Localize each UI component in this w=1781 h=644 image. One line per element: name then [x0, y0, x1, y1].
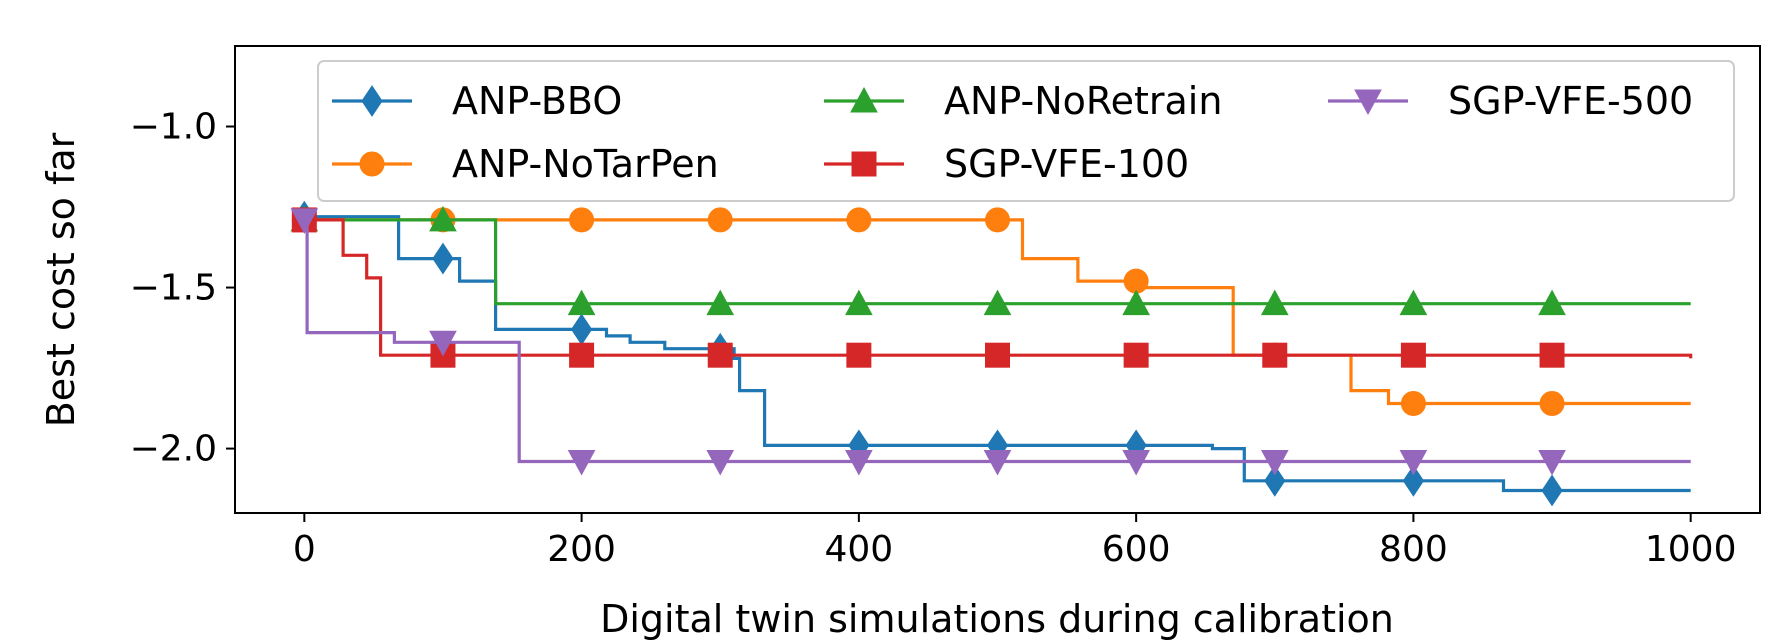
data-point-sgp-vfe-100-500 [985, 342, 1010, 368]
data-point-anp-noretrain-300 [706, 289, 735, 316]
data-point-sgp-vfe-100-200 [569, 342, 595, 368]
data-point-sgp-vfe-100-800 [1400, 342, 1426, 368]
data-point-anp-noretrain-400 [845, 289, 873, 316]
data-point-sgp-vfe-500-400 [845, 449, 873, 476]
data-point-anp-noretrain-900 [1538, 289, 1566, 316]
legend-marker [1354, 89, 1382, 116]
legend-label: SGP-VFE-500 [1448, 79, 1693, 123]
series-sgp-vfe-500 [290, 208, 1691, 476]
x-tick-label: 1000 [1645, 529, 1737, 570]
data-point-sgp-vfe-100-400 [846, 342, 872, 368]
data-point-anp-noretrain-500 [983, 289, 1012, 316]
data-point-sgp-vfe-500-700 [1260, 449, 1289, 476]
legend-item-sgp-vfe-500: SGP-VFE-500 [1328, 79, 1693, 123]
series-line-anp-notarpen [304, 218, 1691, 406]
data-point-sgp-vfe-500-200 [567, 449, 596, 476]
y-tick-label: −2.0 [130, 429, 217, 470]
legend-item-anp-notarpen: ANP-NoTarPen [332, 142, 719, 186]
series-line-sgp-vfe-500 [304, 218, 1691, 464]
data-point-anp-bbo-700 [1264, 464, 1286, 497]
legend-label: ANP-NoRetrain [944, 79, 1222, 123]
data-point-anp-notarpen-300 [707, 207, 733, 233]
series-line-anp-noretrain [304, 218, 1691, 306]
plot-frame [234, 45, 1761, 514]
data-point-anp-notarpen-900 [1539, 390, 1565, 416]
y-axis-label: Best cost so far [39, 132, 83, 427]
series-anp-notarpen [291, 207, 1691, 416]
data-point-sgp-vfe-500-100 [429, 330, 457, 357]
data-point-anp-notarpen-800 [1400, 390, 1426, 416]
data-point-anp-notarpen-600 [1123, 268, 1149, 294]
series-anp-noretrain [290, 205, 1691, 316]
legend-marker [850, 86, 878, 113]
legend-label: SGP-VFE-100 [944, 142, 1189, 186]
series-line-anp-bbo [304, 215, 1691, 493]
data-point-anp-bbo-100 [432, 242, 454, 275]
series-layer [290, 200, 1693, 507]
data-point-anp-noretrain-600 [1122, 289, 1150, 316]
legend-marker [851, 151, 877, 177]
y-axis-ticks: −1.0 −1.5 −2.0 [130, 107, 235, 470]
data-point-anp-noretrain-800 [1399, 289, 1428, 316]
legend-marker [359, 151, 385, 177]
legend-frame [317, 60, 1735, 202]
data-point-anp-noretrain-100 [429, 205, 457, 232]
y-tick-label: −1.0 [130, 107, 217, 148]
x-tick-label: 600 [1102, 529, 1171, 570]
x-axis-ticks: 0 200 400 600 800 1000 [293, 513, 1737, 570]
data-point-sgp-vfe-100-600 [1123, 342, 1149, 368]
data-point-anp-notarpen-500 [985, 207, 1010, 233]
data-point-anp-notarpen-200 [569, 207, 595, 233]
data-point-sgp-vfe-100-900 [1539, 342, 1565, 368]
data-point-anp-bbo-900 [1541, 474, 1563, 507]
data-point-anp-noretrain-200 [567, 289, 596, 316]
legend-label: ANP-NoTarPen [452, 142, 719, 186]
legend: ANP-BBO ANP-NoTarPen ANP-NoRetrain SGP-VFE-… [317, 60, 1735, 202]
data-point-sgp-vfe-500-0 [290, 208, 319, 234]
data-point-anp-notarpen-400 [846, 207, 872, 233]
data-point-sgp-vfe-100-300 [707, 342, 733, 368]
x-tick-label: 0 [293, 529, 316, 570]
x-tick-label: 400 [825, 529, 894, 570]
y-tick-label: −1.5 [130, 268, 217, 309]
x-axis-label: Digital twin simulations during calibrat… [600, 597, 1394, 641]
data-point-sgp-vfe-500-800 [1399, 449, 1428, 476]
series-line-sgp-vfe-100 [304, 218, 1693, 359]
x-tick-label: 200 [547, 529, 616, 570]
legend-marker [361, 85, 383, 117]
legend-item-anp-noretrain: ANP-NoRetrain [824, 79, 1222, 123]
data-point-anp-noretrain-700 [1260, 289, 1289, 316]
data-point-sgp-vfe-500-600 [1122, 449, 1150, 476]
legend-item-sgp-vfe-100: SGP-VFE-100 [824, 142, 1189, 186]
data-point-sgp-vfe-500-900 [1538, 449, 1566, 476]
x-tick-label: 800 [1379, 529, 1448, 570]
data-point-sgp-vfe-500-500 [983, 449, 1012, 476]
series-sgp-vfe-100 [291, 207, 1693, 368]
legend-item-anp-bbo: ANP-BBO [332, 79, 622, 123]
data-point-sgp-vfe-500-300 [706, 449, 735, 476]
data-point-anp-bbo-800 [1402, 464, 1425, 497]
data-point-sgp-vfe-100-700 [1262, 342, 1288, 368]
legend-label: ANP-BBO [452, 79, 622, 123]
